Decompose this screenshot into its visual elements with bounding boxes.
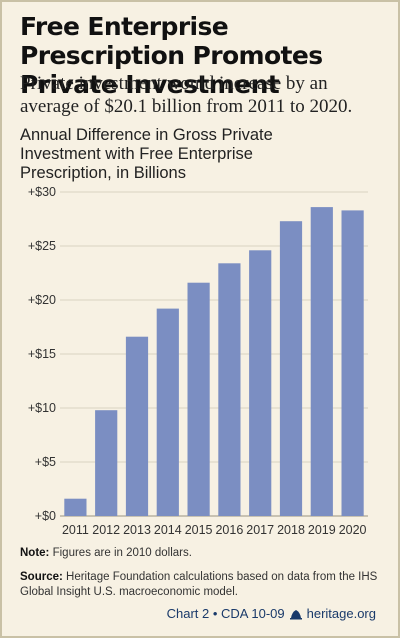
y-tick-label: +$30 <box>28 185 56 199</box>
chart-title: Annual Difference in Gross Private Inves… <box>20 126 273 182</box>
bar-2017 <box>249 250 272 517</box>
x-tick-label: 2020 <box>339 523 367 537</box>
bar-2018 <box>279 221 303 516</box>
bar-chart: +$0+$5+$10+$15+$20+$25+$30 2011 2012 2013 2… <box>28 185 368 537</box>
footer-chart-label: Chart 2 • CDA 10-09 <box>166 606 285 621</box>
x-axis-labels: 2011 2012 2013 2014 2015 2016 2017 2018 2019 2020 <box>62 523 367 537</box>
x-tick-label: 2012 <box>92 523 120 537</box>
bar-2020 <box>341 210 364 516</box>
bar-2019 <box>310 207 333 516</box>
bar-2016 <box>218 263 241 516</box>
y-tick-label: +$15 <box>28 347 56 361</box>
note: Note: Figures are in 2010 dollars. <box>20 547 390 559</box>
x-tick-label: 2016 <box>215 523 243 537</box>
bar-2015 <box>187 282 210 516</box>
source-text: Heritage Foundation calculations based o… <box>20 571 378 598</box>
x-tick-label: 2011 <box>62 523 89 537</box>
footer-site-link[interactable]: heritage.org <box>306 606 376 621</box>
y-tick-label: +$25 <box>28 239 56 253</box>
x-tick-label: 2018 <box>277 523 305 537</box>
source-label: Source: <box>20 571 63 583</box>
x-tick-label: 2014 <box>154 523 182 537</box>
x-tick-label: 2015 <box>185 523 213 537</box>
source: Source: Heritage Foundation calculations… <box>20 570 390 600</box>
y-axis-labels: +$0 +$5 +$10 +$15 +$20 +$25 +$30 <box>28 185 56 523</box>
y-tick-label: +$5 <box>35 455 56 469</box>
liberty-bell-icon <box>289 609 302 619</box>
note-text: Figures are in 2010 dollars. <box>52 547 192 559</box>
x-tick-label: 2017 <box>246 523 274 537</box>
subtitle: Private investment would increase by an … <box>20 73 353 117</box>
bars <box>64 207 364 517</box>
footer: Chart 2 • CDA 10-09 heritage.org <box>167 606 376 621</box>
bar-2011 <box>64 498 87 516</box>
bar-2014 <box>156 308 179 516</box>
bar-2013 <box>125 336 149 516</box>
x-tick-label: 2013 <box>123 523 151 537</box>
y-tick-label: +$20 <box>28 293 56 307</box>
note-label: Note: <box>20 547 50 559</box>
x-tick-label: 2019 <box>308 523 336 537</box>
y-tick-label: +$10 <box>28 401 56 415</box>
y-tick-label: +$0 <box>35 509 56 523</box>
bar-2012 <box>95 410 118 516</box>
page-title: Free Enterprise Prescription Promotes Pr… <box>20 12 323 99</box>
